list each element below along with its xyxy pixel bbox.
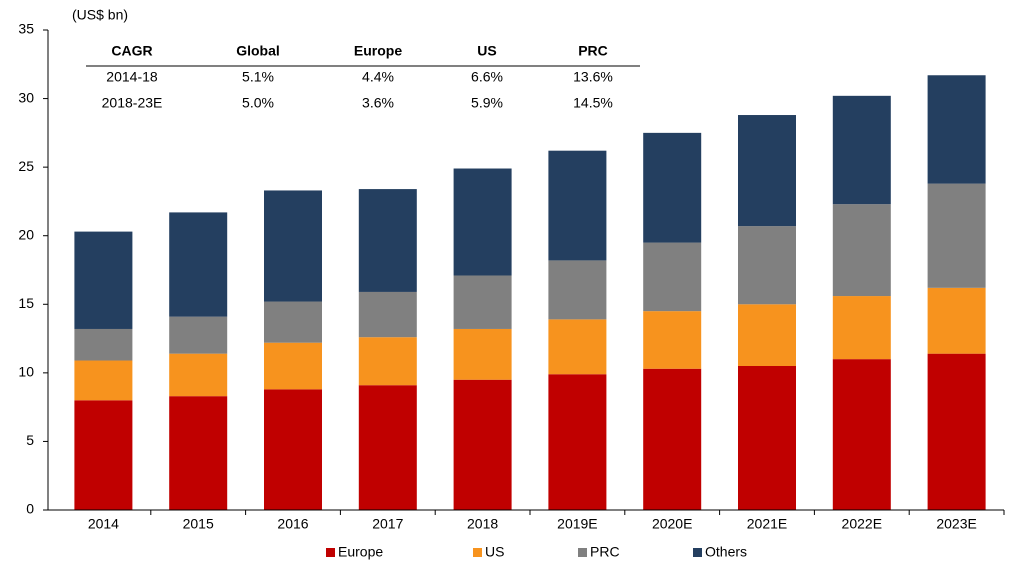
bar-segment <box>453 168 512 276</box>
table-header: US <box>477 43 496 59</box>
x-tick-label: 2016 <box>277 516 308 532</box>
bar-segment <box>74 231 133 329</box>
bar-segment <box>358 385 417 510</box>
legend-swatch <box>693 548 702 557</box>
table-header: CAGR <box>111 43 152 59</box>
table-header: PRC <box>578 43 608 59</box>
bar-segment <box>358 291 417 338</box>
bar-segment <box>643 311 702 369</box>
legend-swatch <box>473 548 482 557</box>
bar-segment <box>264 301 322 343</box>
legend-label: Europe <box>338 544 383 560</box>
bar-segment <box>358 189 417 292</box>
x-tick-label: 2019E <box>557 516 597 532</box>
bar-segment <box>832 95 891 205</box>
y-tick-label: 0 <box>26 501 34 517</box>
table-cell: 5.9% <box>471 95 503 111</box>
unit-label: (US$ bn) <box>72 7 128 23</box>
table-header: Europe <box>354 43 402 59</box>
bar-segment <box>738 366 796 510</box>
bar-segment <box>74 360 133 401</box>
bar-segment <box>738 115 796 227</box>
y-tick-label: 20 <box>18 226 34 242</box>
bar-segment <box>74 400 133 510</box>
bar-segment <box>643 368 702 510</box>
x-tick-label: 2020E <box>652 516 692 532</box>
table-cell: 2018-23E <box>102 95 163 111</box>
bar-segment <box>927 287 986 354</box>
legend-label: Others <box>705 544 747 560</box>
bar-segment <box>738 226 796 305</box>
bar-segment <box>264 342 322 390</box>
table-cell: 13.6% <box>573 69 613 85</box>
legend-swatch <box>578 548 587 557</box>
bar-segment <box>643 242 702 312</box>
x-tick-label: 2023E <box>936 516 976 532</box>
table-header: Global <box>236 43 280 59</box>
table-cell: 3.6% <box>362 95 394 111</box>
table-cell: 5.0% <box>242 95 274 111</box>
x-tick-label: 2018 <box>467 516 498 532</box>
bar-segment <box>358 337 417 386</box>
bar-segment <box>453 379 512 510</box>
bar-segment <box>548 319 607 375</box>
y-tick-label: 25 <box>18 158 34 174</box>
legend-label: PRC <box>590 544 620 560</box>
bar-segment <box>927 353 986 510</box>
bar-segment <box>738 304 796 366</box>
bar-segment <box>74 328 133 361</box>
bar-segment <box>927 75 986 184</box>
table-cell: 14.5% <box>573 95 613 111</box>
bar-segment <box>453 328 512 380</box>
x-tick-label: 2015 <box>183 516 214 532</box>
y-tick-label: 30 <box>18 89 34 105</box>
x-tick-label: 2021E <box>747 516 787 532</box>
bar-segment <box>169 353 228 397</box>
bar-segment <box>264 190 322 302</box>
x-tick-label: 2017 <box>372 516 403 532</box>
bar-segment <box>927 183 986 288</box>
bar-segment <box>169 316 228 354</box>
legend-swatch <box>326 548 335 557</box>
bar-segment <box>169 396 228 510</box>
x-tick-label: 2022E <box>842 516 882 532</box>
bar-segment <box>548 374 607 510</box>
bar-segment <box>643 132 702 243</box>
legend-label: US <box>485 544 504 560</box>
bar-segment <box>264 389 322 510</box>
bar-segment <box>548 150 607 261</box>
y-tick-label: 10 <box>18 364 34 380</box>
table-cell: 5.1% <box>242 69 274 85</box>
table-cell: 4.4% <box>362 69 394 85</box>
table-cell: 2014-18 <box>106 69 158 85</box>
y-tick-label: 5 <box>26 432 34 448</box>
bar-segment <box>169 212 228 317</box>
bar-segment <box>548 260 607 320</box>
y-tick-label: 15 <box>18 295 34 311</box>
table-cell: 6.6% <box>471 69 503 85</box>
bar-segment <box>453 275 512 329</box>
y-tick-label: 35 <box>18 21 34 37</box>
x-tick-label: 2014 <box>88 516 119 532</box>
bar-segment <box>832 204 891 297</box>
bar-segment <box>832 296 891 360</box>
bar-segment <box>832 359 891 510</box>
